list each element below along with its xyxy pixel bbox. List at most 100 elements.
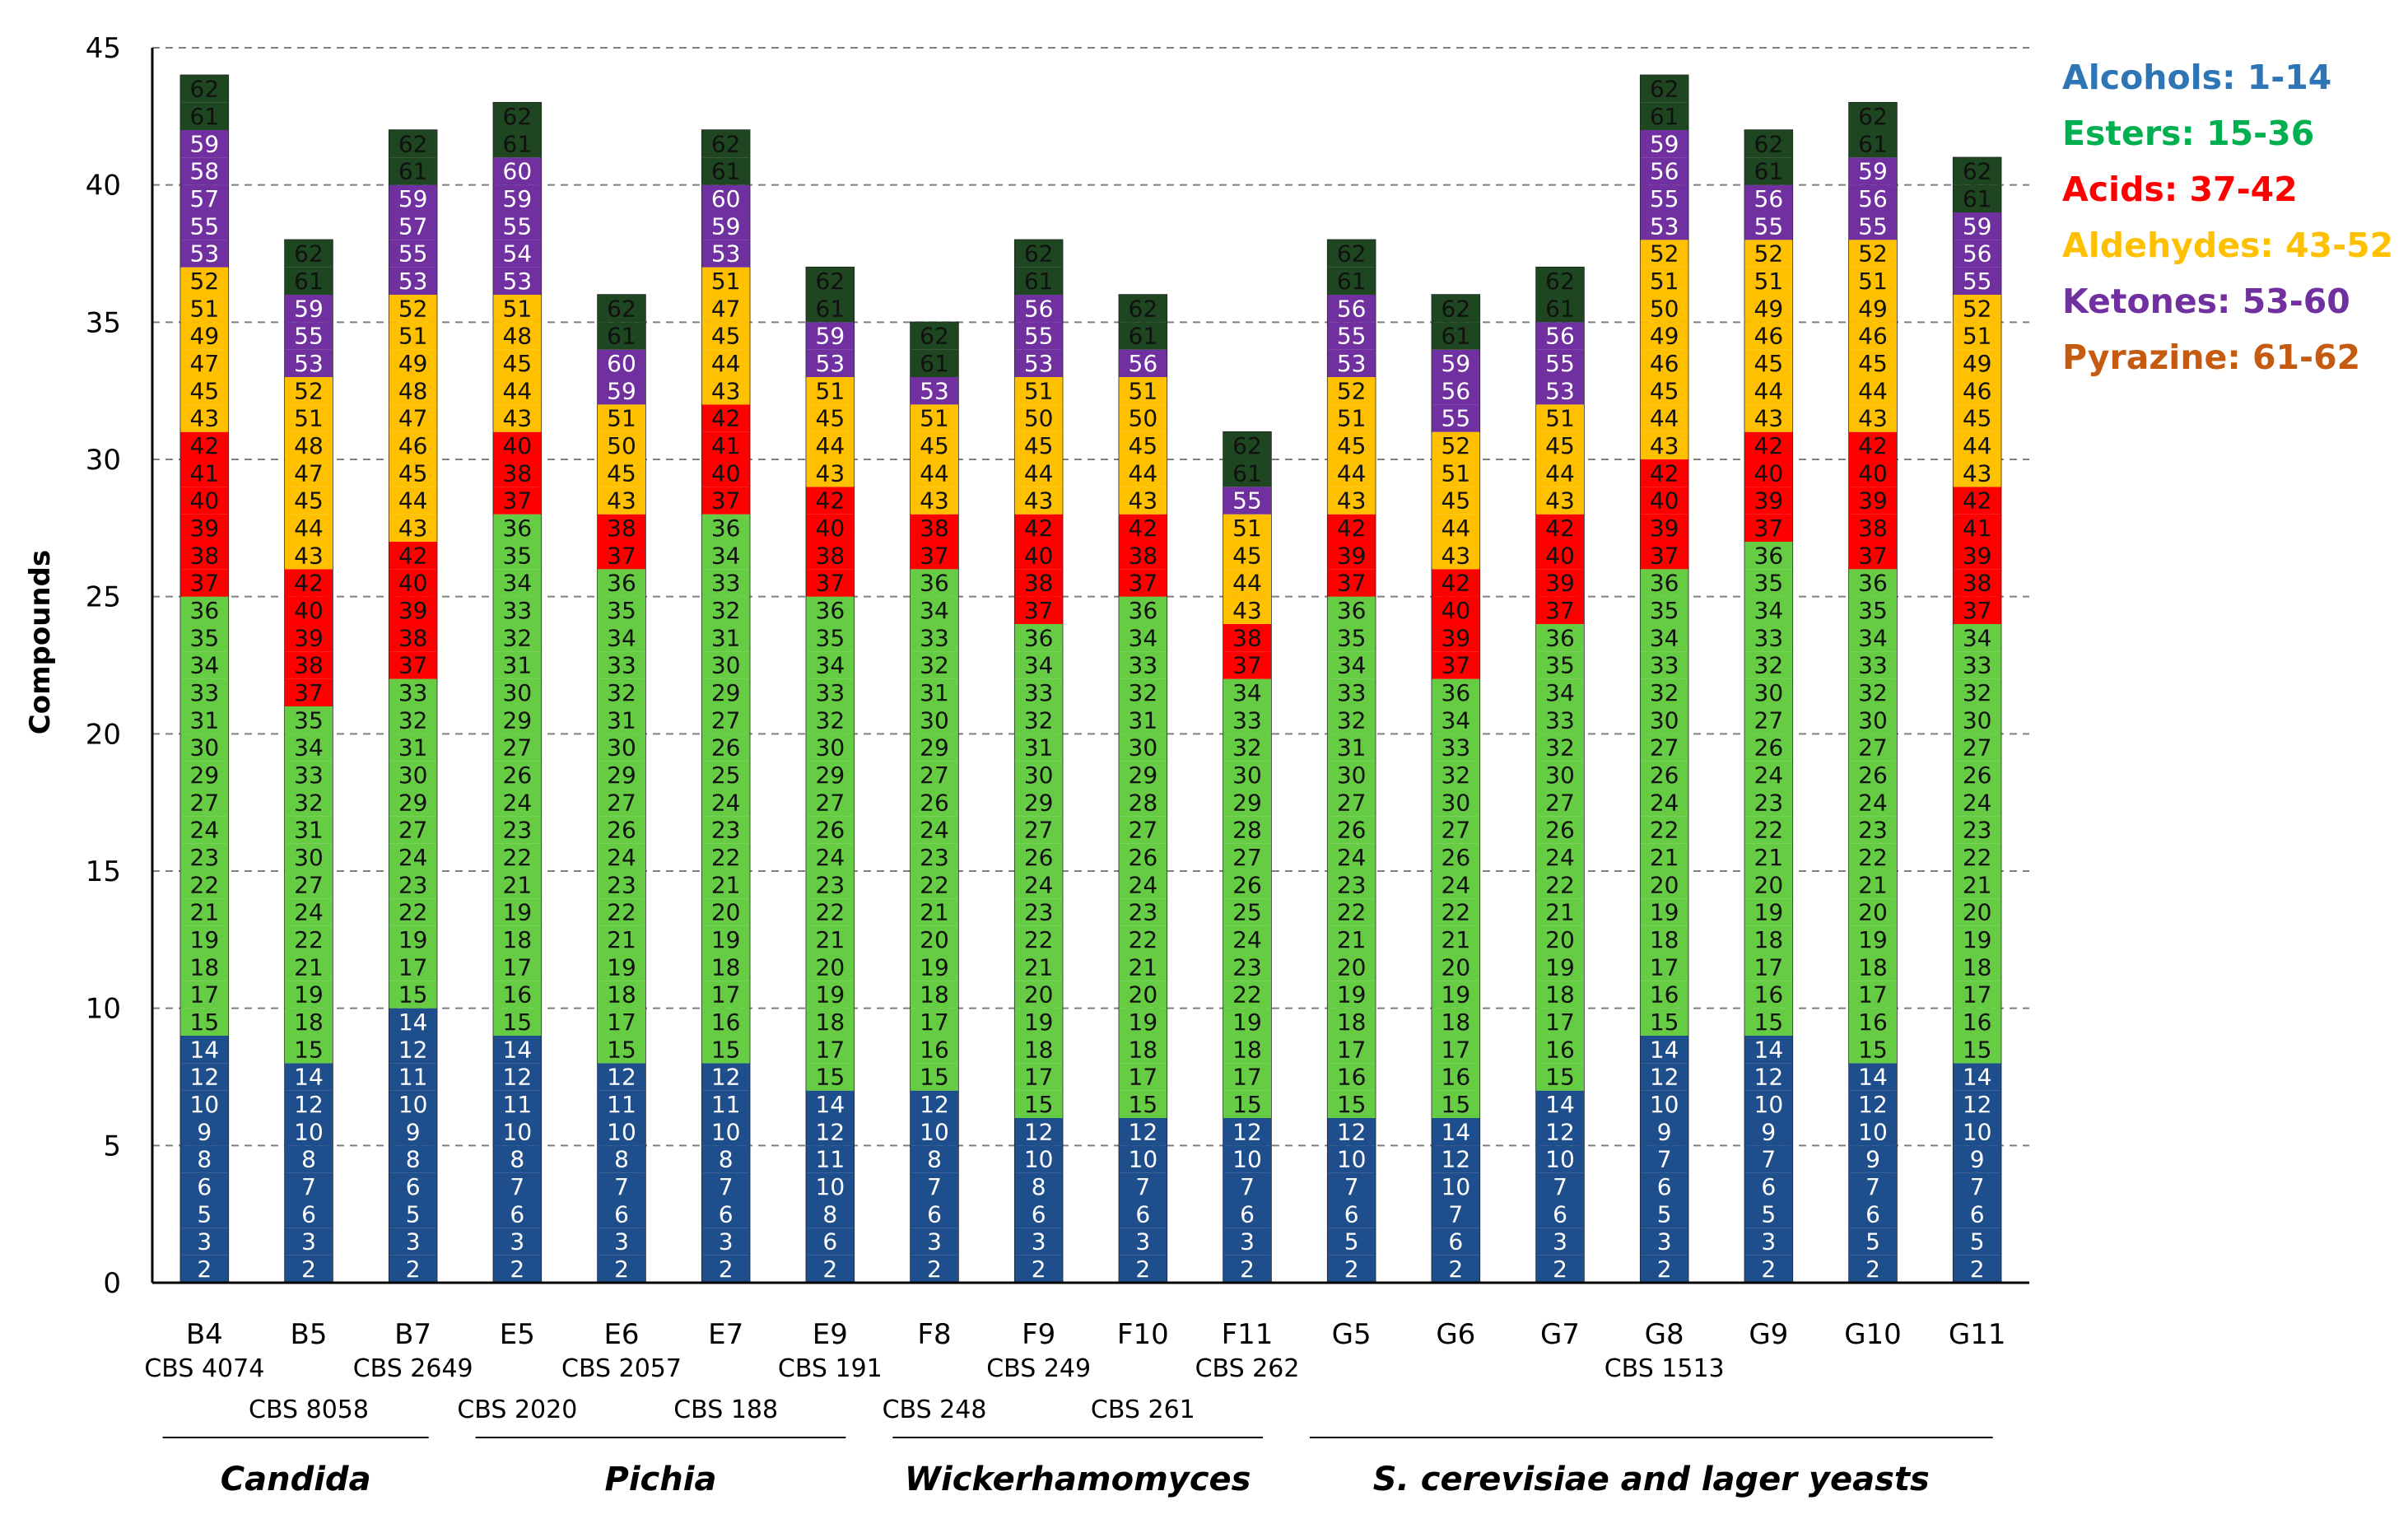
segment-label-G10-20: 20 bbox=[1858, 899, 1888, 926]
segment-label-G9-34: 34 bbox=[1754, 597, 1784, 624]
segment-label-F9-31: 31 bbox=[1024, 734, 1054, 762]
segment-B7-17 bbox=[389, 953, 437, 981]
segment-label-F8-31: 31 bbox=[920, 679, 949, 706]
segment-label-B4-5: 5 bbox=[197, 1200, 212, 1228]
segment-label-G6-10: 10 bbox=[1442, 1173, 1471, 1200]
segment-F10-31 bbox=[1119, 706, 1167, 734]
strain-CBS-261: CBS 261 bbox=[1091, 1396, 1195, 1424]
segment-E5-27 bbox=[493, 734, 542, 762]
segment-label-E5-43: 43 bbox=[503, 405, 533, 432]
segment-label-B4-23: 23 bbox=[190, 844, 220, 871]
segment-label-F9-56: 56 bbox=[1024, 295, 1054, 322]
segment-label-F9-24: 24 bbox=[1024, 871, 1054, 898]
segment-label-G11-33: 33 bbox=[1963, 652, 1992, 679]
segment-label-B4-49: 49 bbox=[190, 323, 220, 350]
segment-label-G8-6: 6 bbox=[1657, 1173, 1672, 1200]
segment-label-E9-15: 15 bbox=[816, 1064, 845, 1091]
segment-F8-44 bbox=[911, 459, 958, 487]
y-tick-35: 35 bbox=[86, 306, 121, 339]
segment-label-F11-43: 43 bbox=[1232, 597, 1262, 624]
segment-label-G10-5: 5 bbox=[1865, 1228, 1880, 1256]
segment-F8-53 bbox=[911, 377, 958, 405]
y-tick-0: 0 bbox=[103, 1267, 121, 1300]
segment-G9-27 bbox=[1744, 706, 1793, 734]
segment-label-F8-21: 21 bbox=[920, 899, 949, 926]
segment-label-G7-14: 14 bbox=[1545, 1091, 1575, 1118]
segment-label-F8-33: 33 bbox=[920, 624, 949, 651]
segment-G6-6 bbox=[1432, 1228, 1480, 1256]
segment-F10-51 bbox=[1119, 377, 1167, 405]
segment-label-E7-53: 53 bbox=[711, 240, 741, 268]
segment-label-F8-34: 34 bbox=[920, 597, 949, 624]
segment-G5-52 bbox=[1327, 377, 1376, 405]
segment-E6-37 bbox=[598, 542, 645, 570]
segment-label-G9-36: 36 bbox=[1754, 542, 1784, 569]
segment-label-F8-51: 51 bbox=[920, 405, 949, 432]
segment-F9-24 bbox=[1014, 871, 1063, 899]
segment-label-E5-33: 33 bbox=[503, 597, 533, 624]
segment-B7-33 bbox=[389, 678, 437, 706]
segment-B4-12 bbox=[180, 1063, 229, 1091]
segment-label-G11-27: 27 bbox=[1963, 734, 1992, 762]
segment-label-G6-22: 22 bbox=[1442, 899, 1471, 926]
segment-B5-39 bbox=[285, 624, 333, 652]
segment-label-F11-7: 7 bbox=[1240, 1173, 1255, 1200]
segment-label-E5-60: 60 bbox=[503, 158, 533, 185]
segment-G6-27 bbox=[1432, 816, 1480, 844]
segment-B7-42 bbox=[389, 542, 437, 570]
segment-G10-5 bbox=[1849, 1228, 1897, 1256]
segment-F9-36 bbox=[1014, 624, 1063, 652]
segment-F10-42 bbox=[1119, 514, 1167, 542]
segment-label-E5-15: 15 bbox=[503, 1009, 533, 1036]
segment-label-B7-51: 51 bbox=[398, 323, 428, 350]
segment-E9-18 bbox=[806, 1008, 855, 1036]
segment-label-B7-15: 15 bbox=[398, 981, 428, 1009]
segment-label-F11-6: 6 bbox=[1240, 1200, 1255, 1228]
segment-label-G5-5: 5 bbox=[1344, 1228, 1359, 1256]
segment-G9-5 bbox=[1744, 1200, 1793, 1228]
segment-G7-42 bbox=[1536, 514, 1584, 542]
segment-G8-50 bbox=[1640, 295, 1688, 323]
segment-B4-43 bbox=[180, 404, 229, 432]
segment-G8-22 bbox=[1640, 816, 1688, 844]
segment-label-B4-2: 2 bbox=[197, 1256, 212, 1283]
segment-B5-33 bbox=[285, 761, 333, 789]
segment-G6-61 bbox=[1432, 322, 1480, 350]
segment-label-E6-27: 27 bbox=[607, 789, 636, 816]
segment-E6-34 bbox=[598, 624, 645, 652]
segment-label-B7-6: 6 bbox=[406, 1173, 421, 1200]
segment-B7-3 bbox=[389, 1228, 437, 1256]
segment-label-G7-12: 12 bbox=[1545, 1118, 1575, 1145]
segment-label-E9-20: 20 bbox=[816, 953, 845, 981]
segment-label-E7-25: 25 bbox=[711, 762, 741, 789]
segment-label-E9-14: 14 bbox=[816, 1091, 845, 1118]
segment-G5-6 bbox=[1327, 1200, 1376, 1228]
segment-label-E5-26: 26 bbox=[503, 762, 533, 789]
segment-label-B4-37: 37 bbox=[190, 570, 220, 597]
segment-label-B7-48: 48 bbox=[398, 377, 428, 404]
segment-label-G11-39: 39 bbox=[1963, 542, 1992, 569]
segment-B7-31 bbox=[389, 734, 437, 762]
segment-label-F10-18: 18 bbox=[1129, 1036, 1158, 1063]
segment-label-G9-22: 22 bbox=[1754, 817, 1784, 844]
segment-E9-14 bbox=[806, 1090, 855, 1118]
segment-G11-16 bbox=[1953, 1008, 2001, 1036]
segment-label-E6-60: 60 bbox=[607, 350, 636, 377]
segment-label-G11-55: 55 bbox=[1963, 268, 1992, 295]
segment-F9-31 bbox=[1014, 734, 1063, 762]
segment-label-F8-61: 61 bbox=[920, 350, 949, 377]
segment-label-B7-2: 2 bbox=[406, 1256, 421, 1283]
segment-label-G6-61: 61 bbox=[1442, 323, 1471, 350]
segment-E7-59 bbox=[701, 212, 750, 240]
segment-label-E7-22: 22 bbox=[711, 844, 741, 871]
segment-G8-52 bbox=[1640, 240, 1688, 268]
segment-F9-17 bbox=[1014, 1063, 1063, 1091]
segment-G6-17 bbox=[1432, 1036, 1480, 1064]
segment-label-G11-18: 18 bbox=[1963, 953, 1992, 981]
segment-label-F8-22: 22 bbox=[920, 871, 949, 898]
segment-label-G11-61: 61 bbox=[1963, 185, 1992, 212]
segment-label-F11-19: 19 bbox=[1232, 1009, 1262, 1036]
bar-F10: 2367101215171819202122232426272829303132… bbox=[1118, 294, 1168, 1284]
segment-E5-59 bbox=[493, 184, 542, 212]
segment-G11-12 bbox=[1953, 1090, 2001, 1118]
